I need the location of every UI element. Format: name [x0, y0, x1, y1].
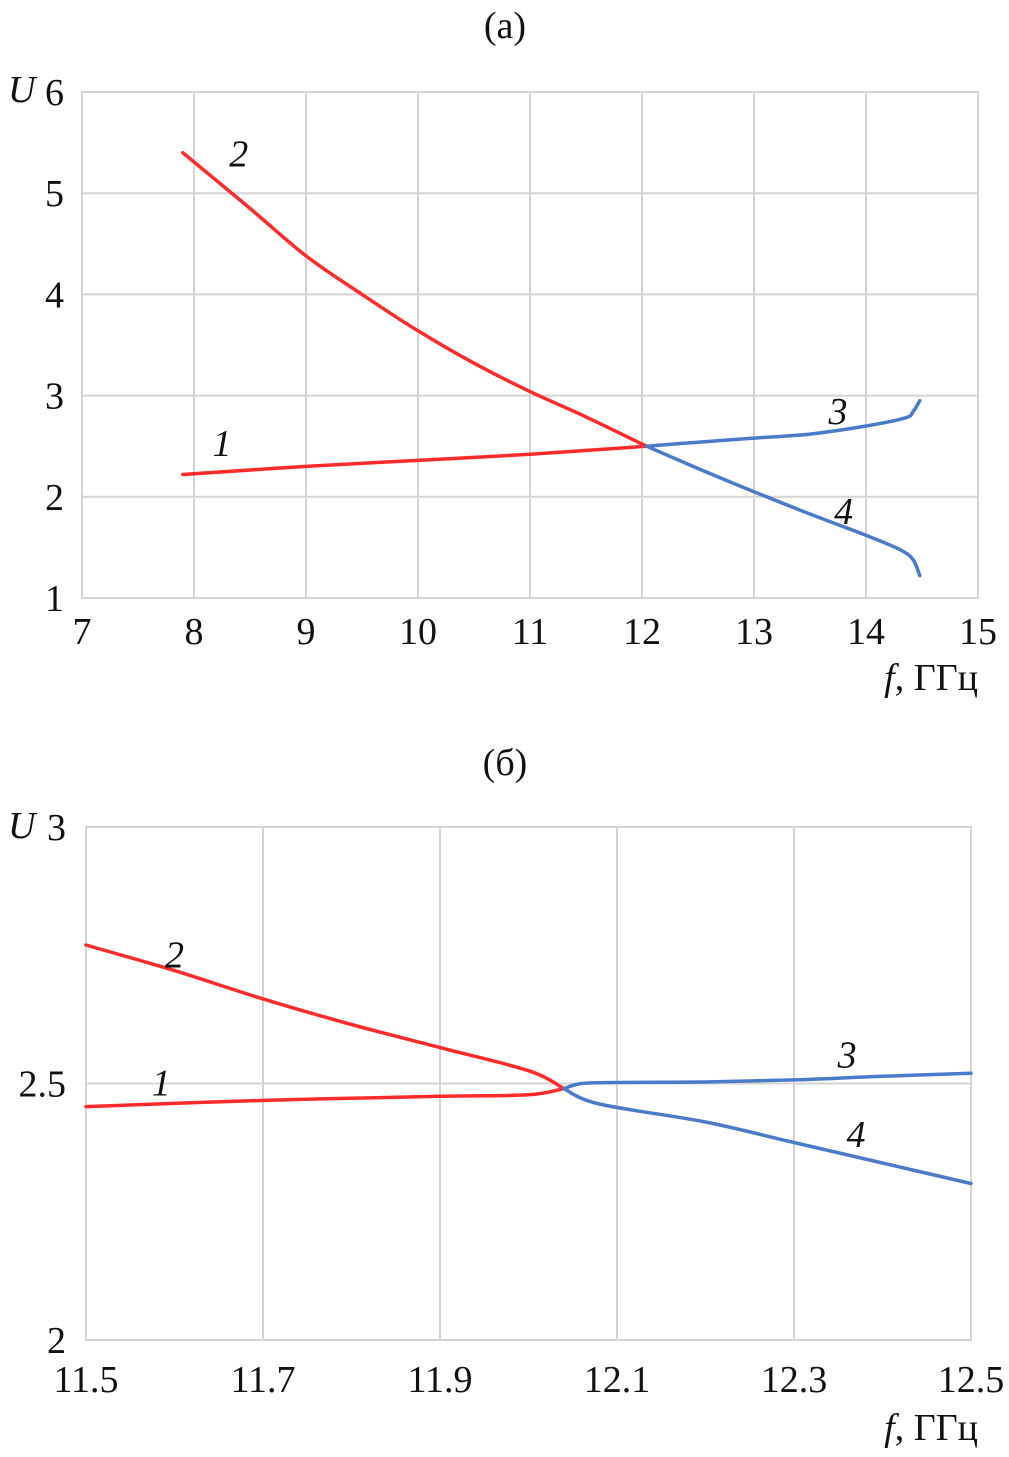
chart-a-y-tick-label: 3 — [45, 376, 64, 418]
chart-b-ticks: 11.5 11.7 11.9 12.1 12.3 12.5 2 2.5 3 — [19, 807, 1005, 1401]
chart-b-grid — [85, 826, 972, 1341]
chart-a-x-tick-label: 10 — [399, 611, 437, 653]
chart-b-y-tick-label: 2.5 — [19, 1064, 67, 1106]
chart-b-xlabel: f, ГГц — [884, 1407, 978, 1449]
chart-b-series-2-label: 2 — [165, 934, 184, 976]
chart-a-series-4-line — [644, 444, 922, 578]
chart-b-x-tick-label: 12.1 — [584, 1359, 651, 1401]
chart-b-title: (б) — [483, 742, 528, 784]
chart-a-series-4-label: 4 — [834, 491, 853, 533]
chart-a-x-tick-label: 8 — [185, 611, 204, 653]
chart-b-curve-labels: 1 2 3 4 — [152, 934, 866, 1156]
chart-b-series-3-label: 3 — [837, 1034, 857, 1076]
chart-a-series-3-label: 3 — [828, 391, 848, 433]
chart-b: (б) U 11.5 11.7 11.9 12.1 12.3 12.5 2 2.5 3 1 2 3 4… — [8, 742, 1004, 1449]
chart-b-x-tick-label: 12.3 — [761, 1359, 828, 1401]
chart-a-x-tick-label: 14 — [847, 611, 885, 653]
chart-b-x-tick-label: 12.5 — [938, 1359, 1005, 1401]
chart-a-x-tick-label: 13 — [735, 611, 773, 653]
chart-b-ylabel: U — [8, 805, 38, 847]
chart-b-x-tick-label: 11.7 — [230, 1359, 295, 1401]
chart-a-series-3-line — [644, 398, 922, 448]
chart-a-x-tick-label: 9 — [297, 611, 316, 653]
chart-a-x-tick-label: 12 — [623, 611, 661, 653]
chart-a-title: (а) — [484, 5, 526, 47]
chart-a-grid — [81, 91, 979, 599]
chart-a-series-2-line — [181, 150, 649, 448]
chart-b-series-1-line — [84, 1086, 566, 1109]
chart-b-x-tick-label: 11.5 — [53, 1359, 118, 1401]
chart-a-x-tick-label: 7 — [73, 611, 92, 653]
chart-a-x-tick-label: 11 — [512, 611, 549, 653]
chart-a-series-1-line — [181, 444, 649, 477]
chart-a-curve-labels: 1 2 3 4 — [213, 134, 854, 533]
chart-a-y-tick-label: 1 — [45, 578, 64, 620]
chart-b-series-4-line — [562, 1086, 973, 1186]
chart-b-y-tick-label: 2 — [47, 1320, 66, 1362]
chart-b-series-2-line — [84, 943, 566, 1091]
chart-a-x-tick-label: 15 — [959, 611, 997, 653]
chart-b-x-tick-label: 11.9 — [407, 1359, 472, 1401]
chart-a-xlabel: f, ГГц — [884, 657, 978, 699]
chart-b-series-3-line — [562, 1071, 973, 1091]
chart-a-y-tick-label: 2 — [45, 477, 64, 519]
chart-a-series-2-label: 2 — [229, 134, 248, 176]
chart-a-y-tick-label: 6 — [45, 72, 64, 114]
chart-b-series — [84, 943, 973, 1186]
chart-b-series-4-label: 4 — [846, 1114, 865, 1156]
chart-a-series-1-label: 1 — [213, 423, 232, 465]
chart-a-series — [181, 150, 922, 578]
chart-b-y-tick-label: 3 — [47, 807, 66, 849]
chart-a-y-tick-label: 4 — [45, 274, 64, 316]
chart-a-ylabel: U — [8, 69, 38, 111]
chart-b-series-1-label: 1 — [152, 1063, 171, 1105]
chart-a-y-tick-label: 5 — [45, 173, 64, 215]
